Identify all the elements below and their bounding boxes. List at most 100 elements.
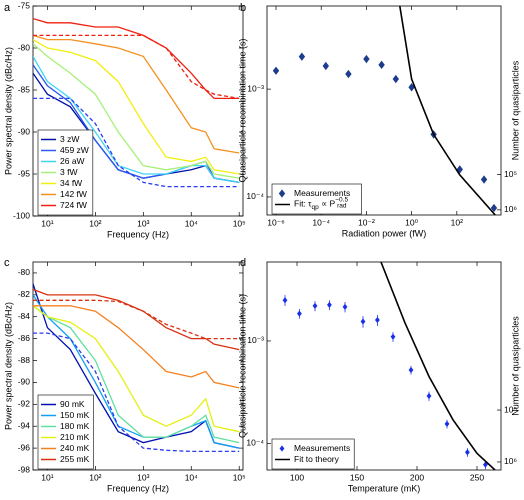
series-line — [33, 305, 240, 444]
y-tick-label: -92 — [18, 399, 31, 409]
legend-label: 255 mK — [60, 454, 90, 464]
x-tick-label: 10⁵ — [233, 218, 246, 228]
plot-area — [266, 261, 502, 471]
series-line — [33, 39, 240, 175]
legend-label: Measurements — [294, 188, 350, 198]
plot-content — [33, 17, 240, 188]
y-tick-label: 10⁻³ — [247, 335, 264, 345]
y-tick-label: -75 — [18, 0, 31, 10]
x-axis-label: Frequency (Hz) — [107, 483, 169, 493]
y2-tick-label: 10⁶ — [504, 204, 517, 214]
legend-label: 240 mK — [60, 443, 90, 453]
y-tick-label: 10⁻⁴ — [246, 191, 264, 201]
y-tick-label: -86 — [18, 333, 31, 343]
x-tick-label: 10⁻⁴ — [312, 217, 330, 227]
y-tick-label: 10⁻³ — [247, 83, 264, 93]
series-line — [33, 34, 240, 154]
data-point — [444, 420, 450, 428]
panel-label: a — [4, 2, 11, 14]
legend-box — [37, 394, 94, 470]
legend-label: 142 fW — [60, 189, 87, 199]
legend-label: Measurements — [294, 443, 350, 453]
legend-label: 90 mK — [60, 399, 85, 409]
data-point — [342, 303, 348, 311]
y-tick-label: -96 — [18, 442, 31, 452]
y-tick-label: 10⁻⁴ — [246, 438, 264, 448]
y2-axis-label: Number of quasiparticles — [510, 316, 520, 416]
y-tick-label: -90 — [18, 126, 31, 136]
y-axis-label: Power spectral density (dBc/Hz) — [3, 47, 13, 175]
data-point — [465, 449, 470, 456]
series-line — [33, 43, 240, 179]
x-tick-label: 10⁻² — [358, 217, 375, 227]
fit-line — [33, 34, 240, 100]
y2-tick-label: 10⁶ — [504, 456, 517, 466]
y-axis-label: Quasiparticle recombination time (s) — [237, 38, 247, 182]
y-tick-label: -82 — [18, 289, 31, 299]
data-point — [408, 366, 414, 374]
data-point — [392, 74, 400, 84]
y-tick-label: -80 — [18, 267, 31, 277]
x-tick-label: 10² — [451, 217, 463, 227]
series-line — [399, 6, 496, 215]
y-tick-label: -100 — [13, 210, 30, 220]
data-point — [298, 52, 306, 61]
legend-label: 34 fW — [60, 178, 82, 188]
y-tick-label: -85 — [18, 84, 31, 94]
data-point — [480, 175, 488, 184]
legend-label: 459 zW — [60, 145, 89, 155]
data-point — [312, 302, 318, 310]
data-point — [345, 69, 352, 79]
x-tick-label: 200 — [410, 472, 424, 482]
legend-label: 26 aW — [60, 156, 85, 166]
series-line — [33, 64, 240, 184]
legend-label: Fit: τqp ∝ P−0.5 rad — [294, 196, 348, 211]
x-tick-label: 250 — [470, 472, 484, 482]
fit-line — [33, 97, 240, 188]
legend-label-part: rad — [337, 202, 347, 209]
series-line — [380, 262, 496, 470]
data-point — [297, 310, 302, 317]
data-point — [363, 54, 370, 64]
x-tick-label: 10⁵ — [233, 472, 246, 482]
legend-label-part: ∝ P — [319, 199, 336, 209]
fit-line — [33, 299, 240, 340]
x-tick-label: 100 — [290, 472, 304, 482]
y-tick-label: -84 — [18, 311, 31, 321]
x-tick-label: 10⁰ — [405, 217, 418, 227]
plot-content — [282, 262, 496, 470]
legend-label: 210 mK — [60, 432, 90, 442]
y-tick-label: -94 — [18, 420, 31, 430]
plot-content — [33, 283, 240, 453]
y-tick-label: -98 — [18, 464, 31, 474]
data-point — [375, 316, 380, 324]
y-tick-label: -88 — [18, 355, 31, 365]
y-axis-label: Power spectral density (dBc/Hz) — [3, 302, 13, 430]
x-axis-label: Radiation power (fW) — [342, 228, 427, 238]
x-axis-label: Temperature (mK) — [348, 483, 421, 493]
fit-line — [33, 332, 240, 453]
plot-content — [272, 6, 498, 215]
x-axis-label: Frequency (Hz) — [107, 229, 169, 239]
x-tick-label: 10¹ — [41, 472, 53, 482]
data-point — [360, 318, 366, 325]
y-tick-label: -90 — [18, 377, 31, 387]
y-tick-label: -80 — [18, 42, 31, 52]
legend-label-part: qp — [312, 204, 320, 211]
data-point — [327, 301, 332, 309]
data-point — [490, 203, 498, 213]
series-line — [33, 17, 240, 100]
data-point — [272, 66, 280, 75]
y2-axis-label: Number of quasiparticles — [510, 60, 520, 160]
series-line — [33, 305, 240, 389]
legend-marker — [279, 445, 285, 452]
x-tick-label: 10³ — [137, 472, 149, 482]
panel-label: b — [240, 2, 246, 14]
legend-label: Fit to theory — [294, 454, 340, 464]
legend-box — [271, 438, 355, 470]
legend-label-part: Fit: τ — [294, 199, 312, 209]
